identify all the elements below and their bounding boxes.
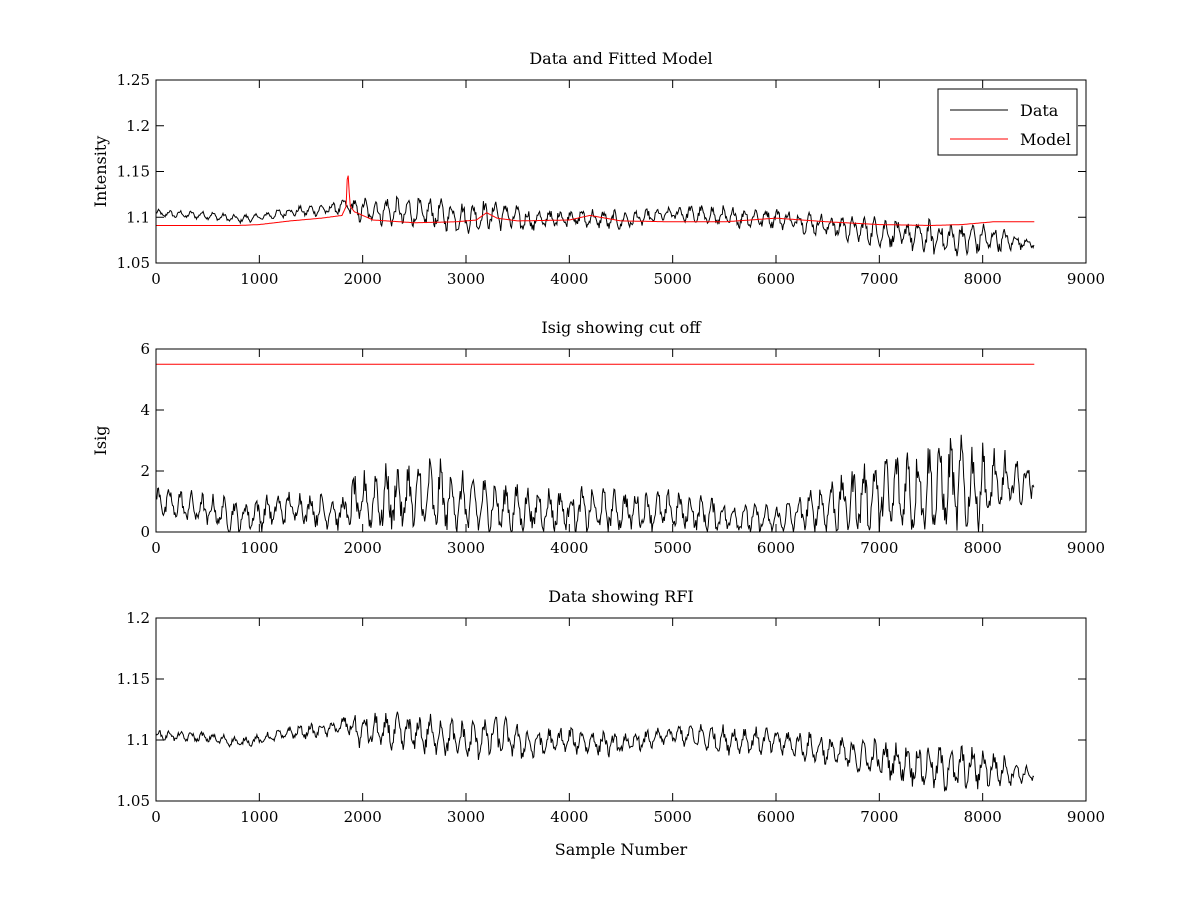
- x-tick-label: 3000: [447, 539, 485, 557]
- x-tick-label: 8000: [964, 808, 1002, 826]
- y-tick-label: 1.25: [117, 71, 150, 89]
- x-tick-label: 6000: [757, 808, 795, 826]
- plot-title: Data showing RFI: [548, 587, 693, 606]
- plot-title: Data and Fitted Model: [529, 49, 712, 68]
- x-tick-label: 5000: [654, 539, 692, 557]
- x-tick-label: 7000: [860, 270, 898, 288]
- y-axis-label: Intensity: [91, 136, 110, 208]
- x-tick-label: 1000: [240, 539, 278, 557]
- axes-box: [155, 348, 1087, 533]
- x-axis-label: Sample Number: [555, 840, 688, 859]
- x-tick-label: 5000: [654, 270, 692, 288]
- axes-box: [155, 617, 1087, 802]
- y-tick-label: 1.1: [126, 208, 150, 226]
- x-tick-label: 8000: [964, 539, 1002, 557]
- series-line-black: [156, 711, 1035, 792]
- x-tick-label: 0: [151, 270, 161, 288]
- chart-panel-3: 0 1000 2000 3000 4000 5000 6000 7000 8000 9000 1.0…: [117, 587, 1106, 859]
- x-tick-label: 2000: [344, 539, 382, 557]
- x-tick-label: 7000: [860, 808, 898, 826]
- legend-box: [937, 88, 1078, 156]
- legend: Data Model: [937, 88, 1078, 156]
- y-tick-label: 1.1: [126, 731, 150, 749]
- x-tick-label: 3000: [447, 808, 485, 826]
- x-tick-label: 2000: [344, 808, 382, 826]
- y-tick-label: 1.05: [117, 254, 150, 272]
- chart-panel-2: 0 1000 2000 3000 4000 5000 6000 7000 8000 9000 0 2 4…: [91, 318, 1105, 557]
- x-tick-label: 6000: [757, 539, 795, 557]
- series-line-model: [156, 175, 1035, 226]
- y-tick-label: 1.2: [126, 609, 150, 627]
- series-group: [156, 711, 1035, 792]
- legend-label: Model: [1020, 130, 1071, 149]
- legend-label: Data: [1020, 101, 1059, 120]
- x-tick-label: 9000: [1067, 270, 1105, 288]
- y-tick-label: 1.05: [117, 792, 150, 810]
- series-group: [156, 175, 1035, 257]
- chart-panel-1: 0 1000 2000 3000 4000 5000 6000 7000 8000 9000 1.0…: [91, 49, 1105, 288]
- x-tick-label: 0: [151, 808, 161, 826]
- x-tick-label: 4000: [550, 808, 588, 826]
- y-tick-label: 0: [140, 523, 150, 541]
- x-tick-label: 8000: [964, 270, 1002, 288]
- x-tick-label: 6000: [757, 270, 795, 288]
- x-tick-label: 1000: [240, 270, 278, 288]
- x-tick-label: 1000: [240, 808, 278, 826]
- x-tick-label: 9000: [1067, 808, 1105, 826]
- x-tick-label: 4000: [550, 270, 588, 288]
- y-tick-label: 1.15: [117, 163, 150, 181]
- x-tick-label: 4000: [550, 539, 588, 557]
- x-tick-label: 9000: [1067, 539, 1105, 557]
- plot-title: Isig showing cut off: [541, 318, 702, 337]
- y-tick-label: 4: [140, 401, 150, 419]
- x-tick-label: 5000: [654, 808, 692, 826]
- x-tick-label: 0: [151, 539, 161, 557]
- series-group: [156, 363, 1035, 532]
- y-tick-label: 1.15: [117, 670, 150, 688]
- x-tick-label: 7000: [860, 539, 898, 557]
- y-axis-label: Isig: [91, 426, 110, 456]
- x-tick-label: 3000: [447, 270, 485, 288]
- x-tick-label: 2000: [344, 270, 382, 288]
- y-tick-label: 1.2: [126, 117, 150, 135]
- y-tick-label: 6: [140, 340, 150, 358]
- y-tick-label: 2: [140, 462, 150, 480]
- series-line-black: [156, 434, 1035, 532]
